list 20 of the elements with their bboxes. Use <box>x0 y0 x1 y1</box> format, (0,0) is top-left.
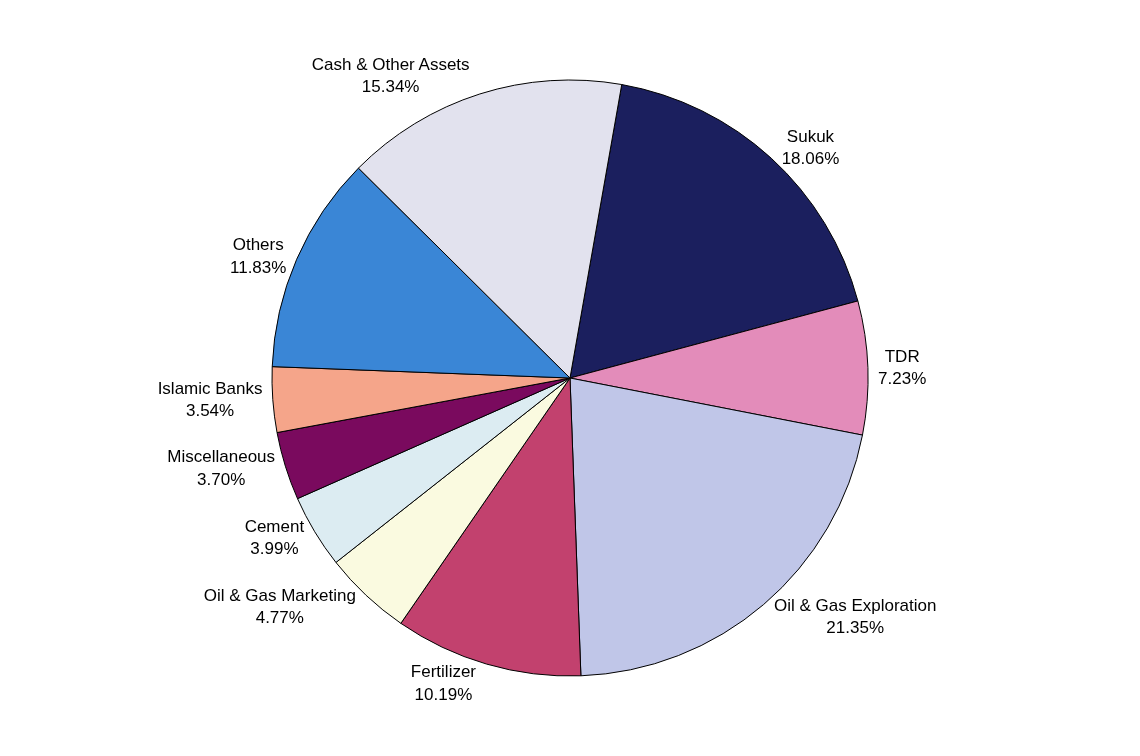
data-label: 3.99% <box>250 538 299 558</box>
slice-label: Cash & Other Assets <box>311 54 470 74</box>
data-label: 4.77% <box>255 607 304 627</box>
slice-label: Miscellaneous <box>167 447 276 467</box>
slice-label: TDR <box>884 347 920 367</box>
slice-label: Cement <box>244 516 305 536</box>
slice-label: Islamic Banks <box>157 379 263 399</box>
slice-label: Fertilizer <box>410 662 477 682</box>
data-label: 3.70% <box>197 469 246 489</box>
data-label: 7.23% <box>878 369 927 389</box>
data-label: 3.54% <box>185 401 235 421</box>
data-label: 11.83% <box>230 257 287 277</box>
slice-label: Oil & Gas Marketing <box>203 585 356 605</box>
slice-label: Others <box>232 235 284 255</box>
slice-label: Oil & Gas Exploration <box>773 595 937 615</box>
data-label: 10.19% <box>414 684 473 704</box>
data-label: 18.06% <box>781 148 840 168</box>
data-label: 15.34% <box>361 76 420 96</box>
slice-label: Sukuk <box>786 126 835 146</box>
data-label: 21.35% <box>826 617 885 637</box>
